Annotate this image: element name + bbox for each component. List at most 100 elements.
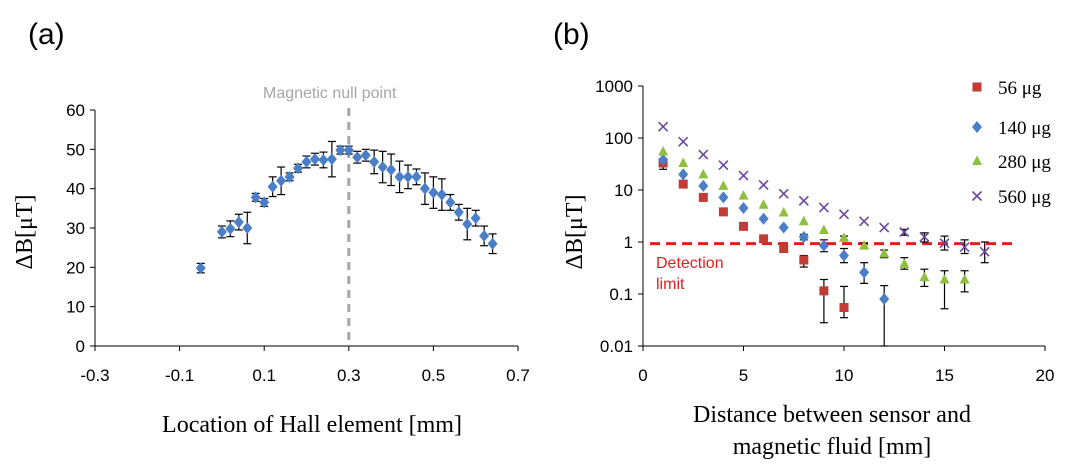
panel-b-ticks: 0.01 0.1 1 10 100 1000 0 5 10 15 20	[595, 77, 1054, 385]
panel-b-xtick-label: 20	[1036, 366, 1055, 385]
panel-b-point	[798, 215, 809, 226]
panel-b-ytick-label: 100	[605, 129, 633, 148]
panel-b-point	[879, 222, 890, 233]
panel-b-point	[758, 179, 769, 191]
panel-b-ytick-label: 1	[624, 233, 633, 252]
panel-a-ytick-label: 50	[66, 140, 85, 159]
panel-b-point	[658, 146, 669, 156]
panel-b-point-stroke-b	[778, 188, 789, 199]
panel-a-point	[462, 218, 473, 231]
panel-a-point	[326, 153, 337, 166]
panel-b-point	[859, 240, 870, 250]
panel-b-point-stroke-b	[919, 231, 930, 243]
panel-b-point	[959, 241, 970, 253]
panel-a-point	[419, 182, 430, 195]
panel-a-ytick-label: 60	[66, 101, 85, 120]
panel-a-point	[309, 153, 320, 166]
panel-b-point	[778, 188, 789, 199]
panel-a-point	[267, 180, 278, 193]
panel-a-point	[352, 151, 363, 164]
panel-b-point-stroke-b	[879, 222, 890, 233]
panel-a-point	[411, 170, 422, 183]
panel-b-point-stroke-b	[758, 179, 769, 191]
panel-a-point	[386, 163, 397, 176]
panel-a-point	[403, 170, 414, 183]
panel-b-point	[718, 180, 729, 190]
panel-b-point	[939, 274, 950, 284]
legend-marker	[972, 121, 982, 133]
panel-b-point	[859, 216, 870, 227]
panel-b-point	[698, 168, 709, 179]
panel-a-xtick-label: -0.1	[165, 366, 194, 385]
panel-a-point	[233, 216, 244, 229]
panel-a-xlabel: Location of Hall element [mm]	[162, 412, 462, 438]
panel-a-point	[242, 222, 253, 234]
detection-label-line1: Detection	[656, 255, 724, 272]
panel-b-point	[698, 149, 709, 160]
panel-b-xlabel-line1: Distance between sensor and	[693, 402, 971, 428]
panel-b-xtick-label: 5	[739, 366, 748, 385]
panel-b-ytick-label: 0.1	[609, 285, 633, 304]
panel-a-point	[195, 262, 206, 275]
panel-b-error-bar	[819, 278, 828, 324]
panel-a-point	[301, 155, 312, 168]
panel-a-point	[276, 174, 287, 187]
panel-a-point	[225, 222, 236, 235]
panel-b-point-stroke-b	[838, 209, 850, 220]
panel-b-point	[698, 179, 709, 192]
panel-b-point	[819, 286, 829, 296]
panel-b-point	[799, 255, 809, 265]
panel-a-point	[293, 162, 304, 175]
panel-b-point	[959, 274, 970, 284]
panel-a-point	[250, 191, 261, 204]
panel-a-point	[445, 196, 456, 209]
panel-a-ytick-label: 30	[66, 219, 85, 238]
panel-a-xtick-label: 0.7	[506, 366, 530, 385]
panel-a-point	[343, 144, 354, 157]
panel-b-ytick-label: 1000	[595, 77, 633, 96]
panel-b: (b) 0.01 0.1 1 10 100 1000 0 5 10 15 20 56 μg 140 μ…	[553, 18, 1054, 460]
panel-b-point	[839, 303, 849, 313]
panel-b-point	[899, 227, 910, 238]
panel-b-point	[678, 168, 689, 181]
panel-b-point	[798, 195, 809, 206]
panel-b-point	[798, 230, 809, 243]
panel-b-point	[818, 202, 829, 213]
panel-b-point	[758, 199, 769, 209]
panel-b-point-stroke-b	[798, 195, 809, 206]
detection-label-line2: limit	[656, 276, 685, 293]
panel-a-ylabel: ΔB[μT]	[12, 195, 38, 270]
panel-b-point	[738, 202, 749, 215]
legend-label: 280 μg	[998, 152, 1051, 173]
panel-b-point	[879, 293, 890, 306]
panel-a-point	[428, 186, 439, 199]
panel-b-point-stroke-b	[658, 121, 669, 132]
panel-a-ytick-label: 0	[76, 337, 85, 356]
panel-a-xtick-label: -0.3	[80, 366, 109, 385]
panel-b-point-stroke-b	[698, 149, 709, 160]
panel-b-point	[859, 266, 870, 279]
panel-a-xtick-label: 0.1	[252, 366, 276, 385]
panel-b-point-stroke-b	[859, 216, 870, 227]
panel-b-point-stroke-b	[738, 170, 749, 181]
panel-b-point	[718, 207, 728, 217]
panel-a: (a) Magnetic null point 0 10 20 30 40 50 60 -0.…	[12, 18, 530, 438]
panel-b-point	[979, 246, 990, 257]
panel-a-xtick-label: 0.5	[422, 366, 446, 385]
panel-b-point	[678, 157, 689, 168]
panel-a-point	[394, 170, 405, 183]
panel-a-point	[284, 170, 295, 183]
panel-b-point	[778, 221, 789, 234]
panel-a-point	[470, 212, 481, 225]
panel-b-point	[718, 160, 729, 171]
panel-a-point	[335, 144, 346, 157]
null-point-annotation: Magnetic null point	[263, 85, 397, 102]
panel-b-point-stroke-b	[718, 160, 729, 171]
panel-b-xtick-label: 10	[835, 366, 854, 385]
panel-a-ytick-label: 10	[66, 298, 85, 317]
panel-a-ytick-label: 40	[66, 180, 85, 199]
panel-a-point	[453, 206, 464, 219]
panel-a-data	[195, 140, 498, 275]
panel-b-ylabel: ΔB[μT]	[562, 195, 588, 270]
